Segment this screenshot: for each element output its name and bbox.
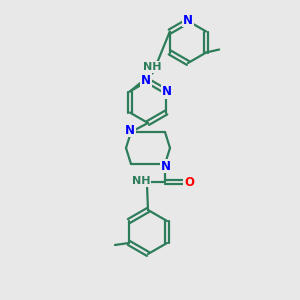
Text: N: N	[162, 85, 172, 98]
Text: NH: NH	[132, 176, 150, 186]
Text: N: N	[183, 14, 193, 26]
Text: N: N	[141, 74, 151, 86]
Text: O: O	[184, 176, 194, 188]
Text: NH: NH	[143, 62, 161, 72]
Text: N: N	[161, 160, 171, 172]
Text: N: N	[125, 124, 135, 136]
